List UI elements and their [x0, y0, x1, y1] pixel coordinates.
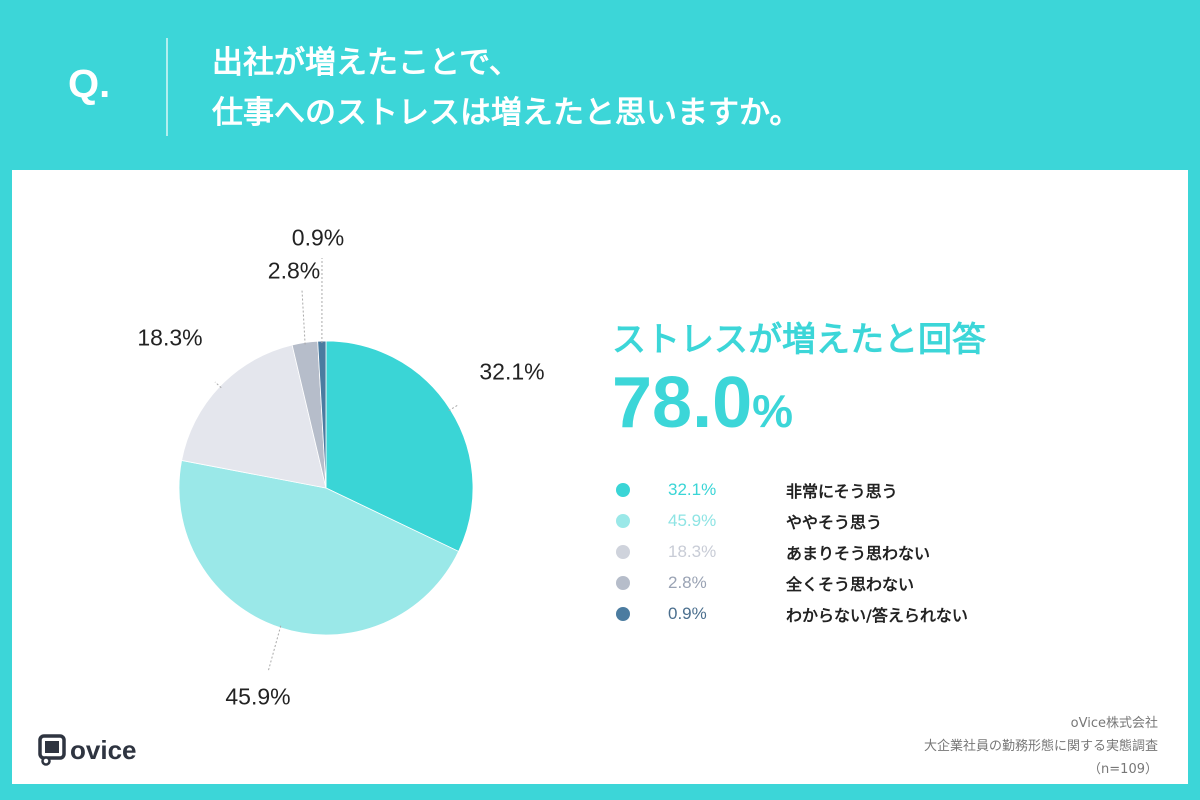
legend-value: 2.8%: [668, 572, 707, 592]
ovice-logo: ovice: [38, 734, 137, 766]
leader-line: [267, 625, 282, 673]
legend-label: 全くそう思わない: [786, 574, 915, 594]
question-title: 出社が増えたことで、 仕事へのストレスは増えたと思いますか。: [212, 38, 800, 138]
question-label: Q.: [68, 62, 111, 106]
legend-item: 18.3% あまりそう思わない: [612, 536, 968, 567]
legend-dot-icon: [616, 482, 630, 497]
legend-item: 32.1% 非常にそう思う: [612, 474, 968, 505]
pie-data-label: 45.9%: [225, 683, 291, 710]
pie-data-label: 0.9%: [291, 224, 345, 251]
pie-data-label: 2.8%: [267, 257, 321, 284]
legend: 32.1% 非常にそう思う 45.9% ややそう思う 18.3% あまりそう思わない 2.8…: [612, 474, 968, 629]
legend-dot-icon: [616, 606, 630, 621]
legend-dot-icon: [616, 513, 630, 528]
leader-line: [301, 289, 306, 345]
legend-item: 2.8% 全くそう思わない: [612, 567, 968, 598]
leader-line: [448, 404, 459, 412]
legend-dot-icon: [616, 575, 630, 590]
legend-dot-icon: [616, 544, 630, 559]
header-divider: [166, 38, 168, 136]
source-sample-size: （n=109）: [1088, 762, 1158, 777]
legend-label: 非常にそう思う: [786, 481, 898, 501]
legend-value: 18.3%: [668, 541, 717, 561]
legend-label: わからない/答えられない: [786, 605, 968, 625]
leader-line: [214, 381, 222, 389]
source-note: oVice株式会社 大企業社員の勤務形態に関する実態調査 （n=109）: [924, 712, 1158, 781]
summary-headline: ストレスが増えたと回答: [612, 320, 986, 360]
legend-item: 0.9% わからない/答えられない: [612, 598, 968, 629]
legend-value: 32.1%: [668, 479, 717, 499]
title-line-1: 出社が増えたことで、: [212, 45, 520, 81]
source-survey: 大企業社員の勤務形態に関する実態調査: [923, 739, 1158, 754]
summary-number: 78.0: [612, 363, 753, 443]
legend-value: 45.9%: [668, 510, 717, 530]
legend-label: あまりそう思わない: [786, 543, 931, 563]
logo-text: ovice: [70, 734, 137, 765]
source-company: oVice株式会社: [1070, 716, 1158, 731]
pie-data-label: 18.3%: [137, 324, 203, 351]
ovice-logo-icon: [38, 734, 66, 766]
legend-value: 0.9%: [668, 603, 707, 623]
pie-slice: [325, 340, 474, 552]
summary-unit: %: [752, 385, 794, 437]
summary-value: 78.0%: [612, 362, 793, 444]
title-line-2: 仕事へのストレスは増えたと思いますか。: [212, 95, 801, 131]
legend-label: ややそう思う: [786, 512, 883, 532]
pie-data-label: 32.1%: [479, 358, 545, 385]
legend-item: 45.9% ややそう思う: [612, 505, 968, 536]
